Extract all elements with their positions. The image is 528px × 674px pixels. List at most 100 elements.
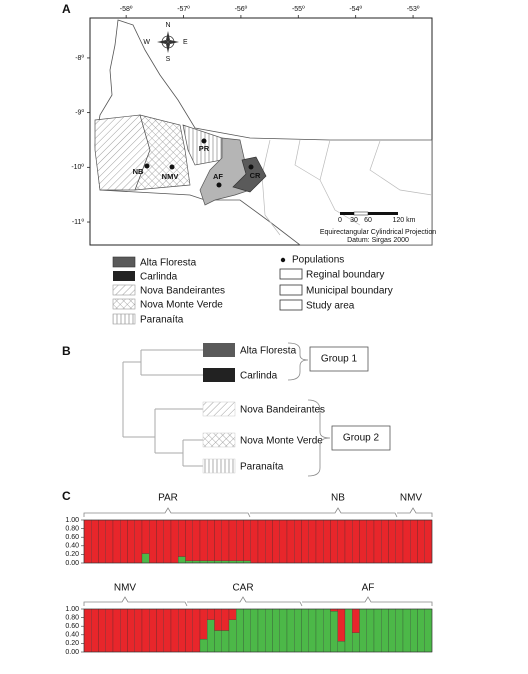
- population-label: AF: [213, 172, 223, 181]
- bar-segment: [337, 641, 346, 653]
- group-box: [309, 346, 369, 372]
- leaf-label: Nova Monte Verde: [240, 436, 323, 447]
- bar-segment: [91, 608, 99, 653]
- group-label: NMV: [400, 493, 423, 504]
- legend-swatch: [112, 298, 136, 310]
- bar-segment: [395, 608, 404, 653]
- bar-segment: [352, 632, 360, 653]
- leaf-label: Paranaíta: [240, 462, 284, 473]
- bar-segment: [359, 608, 367, 653]
- legend-symbol: [279, 299, 303, 311]
- bar-segment: [83, 519, 92, 564]
- bar-segment: [105, 519, 114, 564]
- bar-segment: [221, 519, 230, 561]
- bar-segment: [141, 519, 150, 554]
- municipal-boundary: [369, 140, 433, 196]
- bar-segment: [228, 619, 237, 653]
- map-tick-label: -57º: [177, 6, 190, 13]
- leaf-swatch: [202, 432, 236, 448]
- group-box: [331, 425, 391, 451]
- bar-segment: [199, 638, 208, 653]
- legend-label: Reginal boundary: [306, 270, 384, 281]
- bar-segment: [149, 519, 157, 564]
- bar-segment: [344, 519, 353, 564]
- leaf-swatch: [203, 343, 235, 357]
- map-tick-label: -53º: [407, 6, 420, 13]
- panel-label: A: [62, 2, 71, 16]
- bar-segment: [199, 560, 208, 564]
- group-label: AF: [362, 583, 375, 594]
- bar-segment: [221, 630, 230, 653]
- map-tick-label: -58º: [120, 6, 133, 13]
- bar-segment: [301, 608, 309, 653]
- compass: [157, 31, 179, 53]
- scale-label: 60: [364, 217, 372, 224]
- bar-segment: [395, 519, 404, 564]
- leaf-label: Carlinda: [240, 371, 278, 382]
- bar-segment: [163, 608, 172, 653]
- bar-segment: [185, 608, 193, 653]
- bar-segment: [424, 519, 433, 564]
- group-label: PAR: [158, 493, 178, 504]
- bar-segment: [236, 519, 244, 561]
- bar-segment: [410, 608, 418, 653]
- datum: Datum: Sirgas 2000: [347, 237, 409, 244]
- bar-segment: [257, 608, 266, 653]
- municipal-boundary: [319, 139, 361, 226]
- region-pr: [182, 124, 223, 166]
- bar-segment: [127, 519, 135, 564]
- bar-segment: [330, 611, 338, 653]
- bar-segment: [424, 608, 433, 653]
- bar-segment: [323, 608, 331, 653]
- bar-segment: [366, 519, 375, 564]
- bar-segment: [134, 608, 143, 653]
- population-dot: [248, 164, 254, 170]
- bar-segment: [308, 608, 317, 653]
- bar-segment: [330, 519, 338, 564]
- bar-segment: [381, 519, 389, 564]
- scale-bar: [340, 211, 398, 216]
- legend-label: Carlinda: [140, 272, 178, 283]
- group-label: NB: [331, 493, 345, 504]
- bar-segment: [120, 519, 128, 564]
- bar-segment: [373, 608, 382, 653]
- leaf-swatch: [203, 368, 235, 382]
- bar-segment: [250, 519, 259, 564]
- bar-segment: [178, 519, 186, 557]
- bar-segment: [185, 560, 193, 564]
- y-tick-label: 0.60: [65, 623, 79, 630]
- bar-segment: [156, 608, 164, 653]
- bar-segment: [402, 608, 411, 653]
- group-brace: [83, 507, 433, 518]
- bar-segment: [105, 608, 114, 653]
- y-tick-label: 0.00: [65, 560, 79, 567]
- population-label: CR: [250, 171, 261, 180]
- legend-label: Nova Bandeirantes: [140, 286, 225, 297]
- map-tick-label: -55º: [292, 6, 305, 13]
- projection: Equirectangular Cylindrical Projection: [320, 229, 436, 236]
- bar-segment: [228, 560, 237, 564]
- bar-segment: [388, 519, 396, 564]
- bar-segment: [214, 608, 222, 631]
- bar-segment: [185, 519, 193, 561]
- bar-segment: [127, 608, 135, 653]
- legend-label: Populations: [292, 255, 344, 266]
- group-label: CAR: [232, 583, 253, 594]
- bar-segment: [214, 560, 222, 564]
- bar-segment: [120, 608, 128, 653]
- bar-segment: [301, 519, 309, 564]
- bar-segment: [352, 608, 360, 633]
- y-tick-label: 1.00: [65, 606, 79, 613]
- bar-segment: [250, 608, 259, 653]
- y-tick-label: 0.20: [65, 551, 79, 558]
- bar-segment: [257, 519, 266, 564]
- bar-segment: [323, 519, 331, 564]
- legend-symbol: [279, 268, 303, 280]
- map-tick-label: -10º: [71, 164, 84, 171]
- bar-segment: [221, 560, 230, 564]
- bar-segment: [265, 608, 273, 653]
- bar-segment: [315, 608, 324, 653]
- bar-segment: [170, 519, 179, 564]
- bar-segment: [330, 608, 338, 612]
- map-tick-label: -8º: [75, 55, 84, 62]
